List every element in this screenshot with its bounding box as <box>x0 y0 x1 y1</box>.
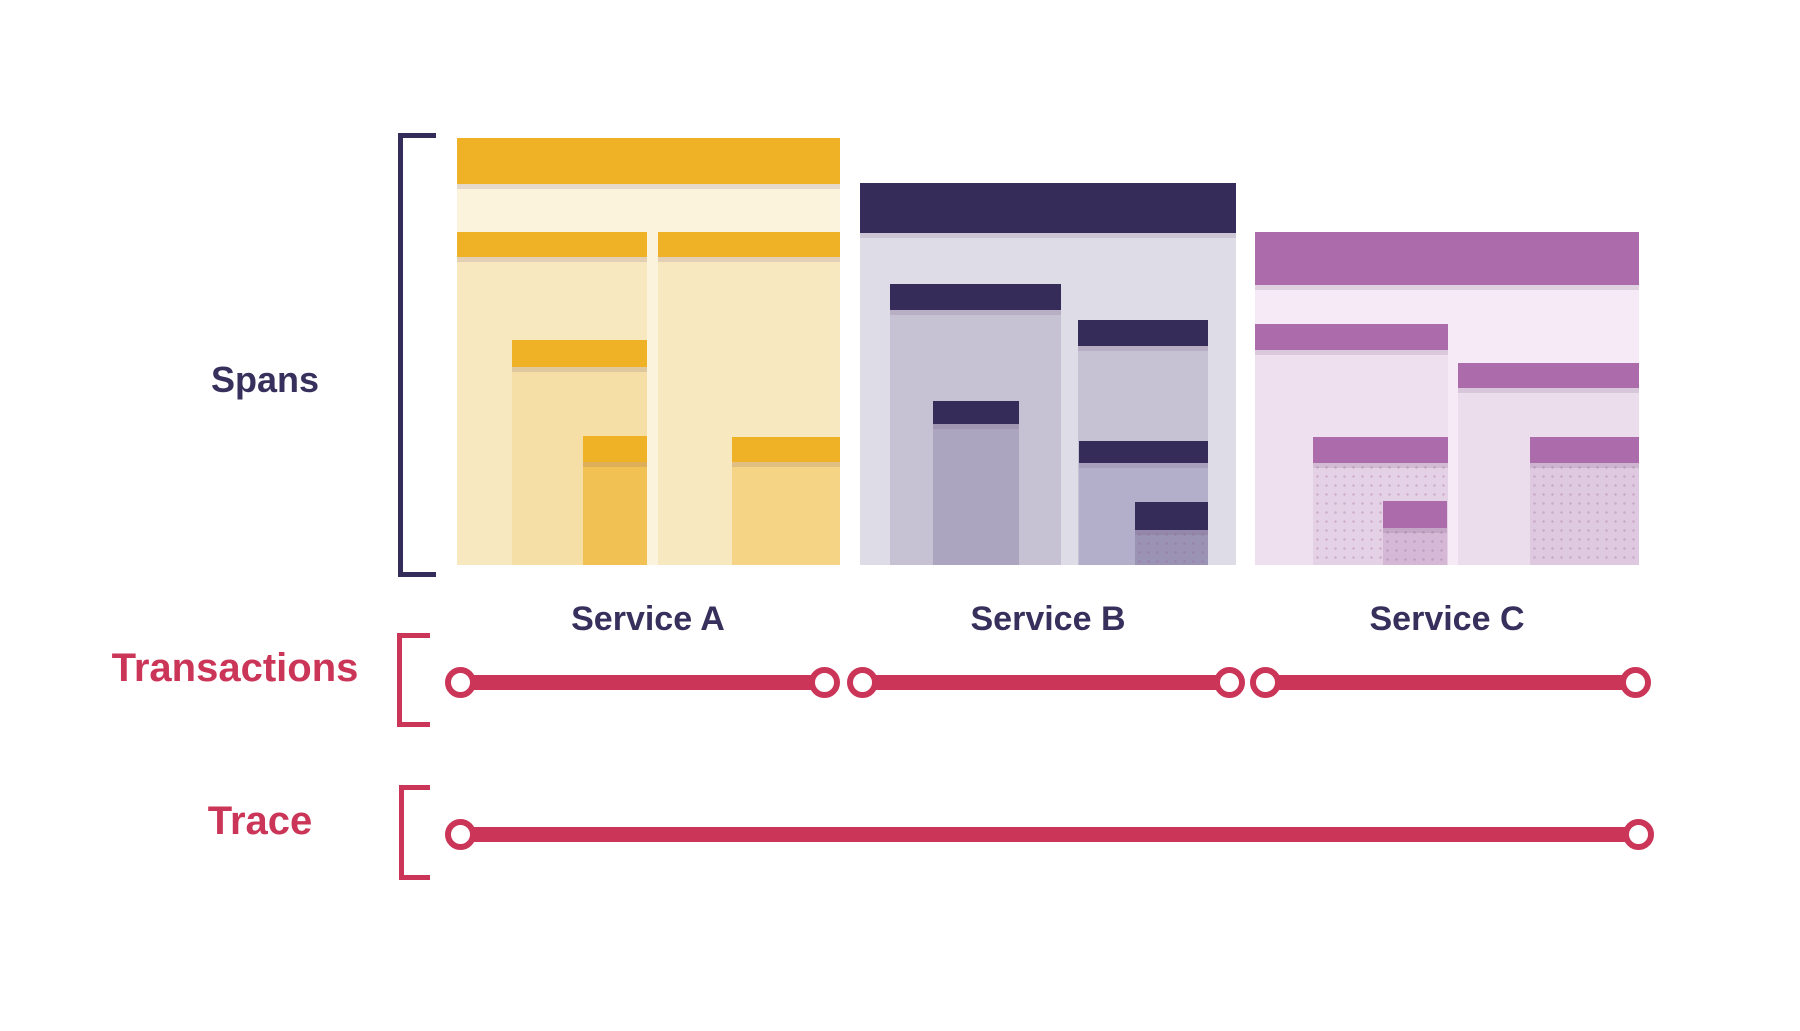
transactions-bracket <box>397 633 430 727</box>
transaction-endpoint-circle <box>1213 666 1245 698</box>
span-bar <box>1079 441 1208 463</box>
span-bar <box>457 232 647 257</box>
spans-bracket <box>398 133 436 577</box>
trace-bracket <box>399 785 430 880</box>
span-bar <box>658 232 840 257</box>
transaction-line <box>1265 674 1635 690</box>
span-bar <box>583 436 647 462</box>
span-bar <box>1458 363 1639 388</box>
trace-endpoint-circle <box>1622 818 1654 850</box>
span-body <box>1530 463 1639 565</box>
span-body <box>933 424 1019 565</box>
service-b-label: Service B <box>970 600 1126 638</box>
span-bar <box>933 401 1019 424</box>
span-bar <box>860 183 1236 233</box>
spans-row-label: Spans <box>210 359 320 400</box>
span-bar <box>890 284 1061 310</box>
trace-endpoint-circle <box>444 818 476 850</box>
span-bar <box>1530 437 1639 463</box>
span-bar <box>1078 320 1208 346</box>
transaction-endpoint-circle <box>846 666 878 698</box>
transaction-line <box>460 674 824 690</box>
trace-line <box>460 826 1638 842</box>
span-bar <box>512 340 647 367</box>
transaction-endpoint-circle <box>1249 666 1281 698</box>
span-bar <box>1135 502 1208 530</box>
span-body <box>583 462 647 565</box>
transactions-row-label: Transactions <box>111 646 359 690</box>
service-c-label: Service C <box>1369 600 1525 638</box>
span-body <box>732 462 840 565</box>
span-body <box>1135 530 1208 565</box>
trace-row-label: Trace <box>207 799 313 843</box>
service-a-label: Service A <box>571 600 725 638</box>
span-body <box>1383 528 1447 565</box>
transaction-endpoint-circle <box>444 666 476 698</box>
span-bar <box>1313 437 1448 463</box>
transaction-endpoint-circle <box>1619 666 1651 698</box>
span-bar <box>457 138 840 184</box>
span-bar <box>732 437 840 462</box>
span-bar <box>1383 501 1447 528</box>
span-bar <box>1255 232 1639 285</box>
transaction-line <box>862 674 1229 690</box>
span-bar <box>1255 324 1448 350</box>
transaction-endpoint-circle <box>808 666 840 698</box>
